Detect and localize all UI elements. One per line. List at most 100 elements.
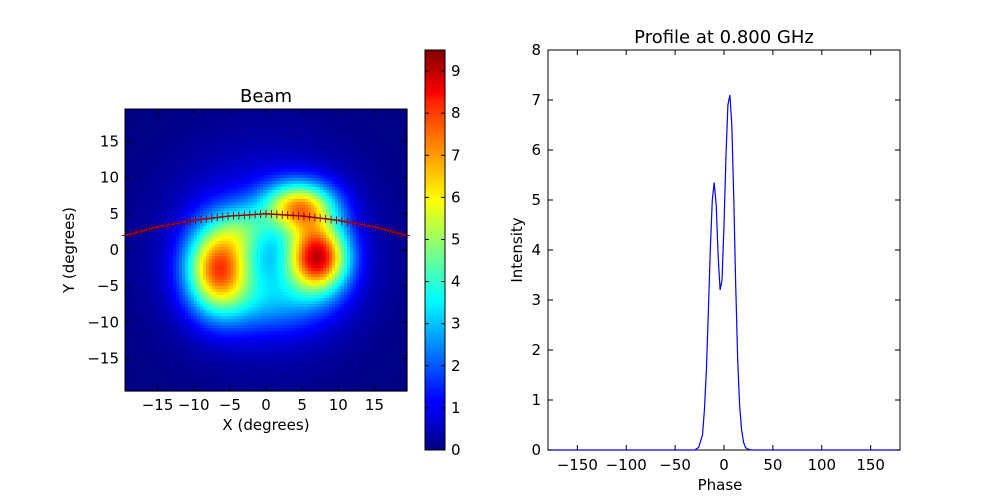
heatmap-cell xyxy=(248,202,252,206)
heatmap-cell xyxy=(203,250,207,254)
heatmap-cell xyxy=(293,184,297,188)
heatmap-cell xyxy=(164,193,168,197)
heatmap-cell xyxy=(146,232,150,236)
heatmap-cell xyxy=(389,193,393,197)
heatmap-cell xyxy=(140,109,144,113)
heatmap-cell xyxy=(344,160,348,164)
heatmap-cell xyxy=(215,163,219,167)
heatmap-cell xyxy=(191,121,195,125)
heatmap-cell xyxy=(167,262,171,266)
heatmap-cell xyxy=(179,151,183,155)
heatmap-cell xyxy=(326,247,330,251)
heatmap-cell xyxy=(185,232,189,236)
heatmap-cell xyxy=(389,139,393,143)
heatmap-cell xyxy=(326,142,330,146)
heatmap-cell xyxy=(278,202,282,206)
heatmap-cell xyxy=(158,130,162,134)
heatmap-cell xyxy=(248,244,252,248)
heatmap-cell xyxy=(221,238,225,242)
heatmap-cell xyxy=(170,241,174,245)
heatmap-cell xyxy=(317,121,321,125)
heatmap-cell xyxy=(146,238,150,242)
heatmap-cell xyxy=(332,241,336,245)
heatmap-cell xyxy=(215,169,219,173)
heatmap-cell xyxy=(251,214,255,218)
heatmap-cell xyxy=(380,226,384,230)
heatmap-cell xyxy=(359,229,363,233)
heatmap-cell xyxy=(251,196,255,200)
heatmap-cell xyxy=(395,211,399,215)
heatmap-cell xyxy=(236,118,240,122)
heatmap-cell xyxy=(161,130,165,134)
heatmap-cell xyxy=(203,169,207,173)
heatmap-cell xyxy=(332,163,336,167)
heatmap-cell xyxy=(332,115,336,119)
heatmap-cell xyxy=(143,208,147,212)
heatmap-cell xyxy=(134,151,138,155)
heatmap-cell xyxy=(212,223,216,227)
heatmap-cell xyxy=(149,118,153,122)
heatmap-cell xyxy=(380,145,384,149)
heatmap-cell xyxy=(149,196,153,200)
heatmap-cell xyxy=(233,151,237,155)
heatmap-cell xyxy=(299,208,303,212)
heatmap-cell xyxy=(338,265,342,269)
heatmap-cell xyxy=(320,265,324,269)
heatmap-cell xyxy=(176,217,180,221)
heatmap-cell xyxy=(131,109,135,113)
heatmap-cell xyxy=(269,181,273,185)
heatmap-cell xyxy=(272,205,276,209)
heatmap-cell xyxy=(155,127,159,131)
heatmap-cell xyxy=(305,211,309,215)
heatmap-cell xyxy=(134,217,138,221)
heatmap-cell xyxy=(344,244,348,248)
heatmap-cell xyxy=(302,178,306,182)
heatmap-cell xyxy=(170,238,174,242)
heatmap-cell xyxy=(272,220,276,224)
heatmap-cell xyxy=(269,109,273,113)
heatmap-cell xyxy=(392,223,396,227)
heatmap-cell xyxy=(272,241,276,245)
heatmap-cell xyxy=(239,172,243,176)
heatmap-cell xyxy=(377,136,381,140)
heatmap-cell xyxy=(170,112,174,116)
heatmap-cell xyxy=(338,187,342,191)
heatmap-cell xyxy=(248,253,252,257)
heatmap-cell xyxy=(269,193,273,197)
heatmap-cell xyxy=(200,199,204,203)
heatmap-cell xyxy=(353,232,357,236)
heatmap-cell xyxy=(401,172,405,176)
heatmap-cell xyxy=(395,145,399,149)
heatmap-cell xyxy=(161,121,165,125)
heatmap-cell xyxy=(305,220,309,224)
heatmap-cell xyxy=(188,139,192,143)
heatmap-cell xyxy=(131,226,135,230)
heatmap-cell xyxy=(137,232,141,236)
heatmap-cell xyxy=(383,190,387,194)
heatmap-cell xyxy=(251,127,255,131)
heatmap-cell xyxy=(329,256,333,260)
heatmap-cell xyxy=(314,175,318,179)
heatmap-cell xyxy=(278,151,282,155)
heatmap-cell xyxy=(293,148,297,152)
heatmap-cell xyxy=(266,148,270,152)
heatmap-cell xyxy=(380,121,384,125)
heatmap-cell xyxy=(272,214,276,218)
heatmap-cell xyxy=(317,238,321,242)
heatmap-cell xyxy=(323,181,327,185)
heatmap-cell xyxy=(323,142,327,146)
heatmap-cell xyxy=(194,226,198,230)
heatmap-cell xyxy=(392,244,396,248)
heatmap-cell xyxy=(401,151,405,155)
heatmap-cell xyxy=(236,142,240,146)
heatmap-cell xyxy=(356,136,360,140)
heatmap-cell xyxy=(290,127,294,131)
heatmap-cell xyxy=(179,133,183,137)
heatmap-cell xyxy=(299,250,303,254)
heatmap-cell xyxy=(236,265,240,269)
heatmap-cell xyxy=(242,244,246,248)
heatmap-cell xyxy=(341,166,345,170)
heatmap-cell xyxy=(317,109,321,113)
heatmap-cell xyxy=(398,244,402,248)
heatmap-cell xyxy=(251,253,255,257)
